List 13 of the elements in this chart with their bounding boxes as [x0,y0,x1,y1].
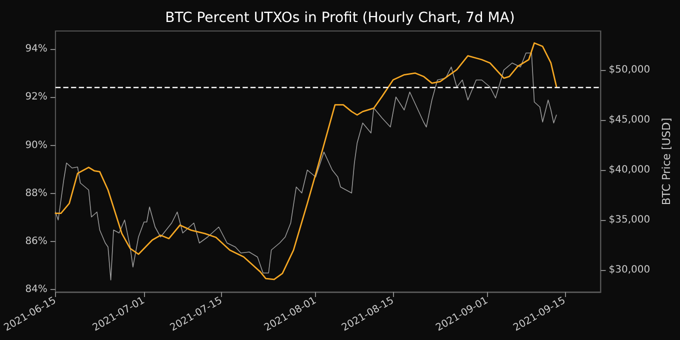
y2-axis-title: BTC Price [USD] [660,118,673,206]
y2-tick-label: $50,000 [608,64,650,76]
y-tick-label: 88% [25,188,48,199]
y2-tick-label: $30,000 [608,264,650,276]
y2-tick-label: $35,000 [608,214,650,226]
y-tick-label: 92% [25,92,48,103]
chart-title: BTC Percent UTXOs in Profit (Hourly Chart, 7d MA) [165,10,515,26]
y-tick-label: 94% [25,44,48,55]
y-tick-label: 90% [25,140,48,151]
y-tick-label: 86% [25,236,48,247]
y2-tick-label: $40,000 [608,164,650,176]
y-tick-label: 84% [25,284,48,296]
y2-tick-label: $45,000 [608,114,650,126]
